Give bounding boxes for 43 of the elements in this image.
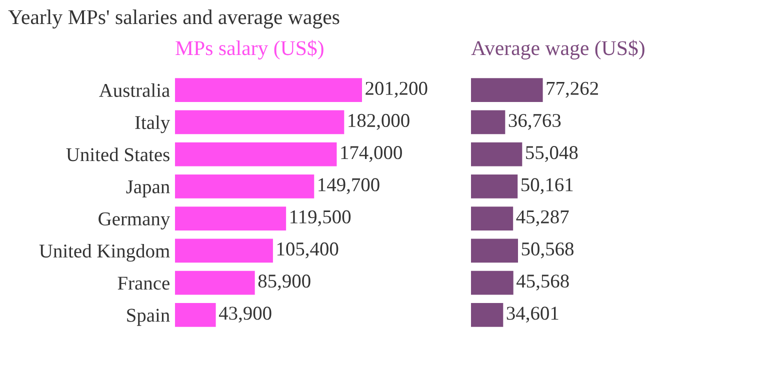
bar xyxy=(471,303,504,327)
y-tick-label: France xyxy=(118,276,170,290)
data-label: 50,568 xyxy=(522,242,574,258)
bar xyxy=(471,238,518,263)
data-label: 45,568 xyxy=(516,274,569,290)
bar xyxy=(175,303,216,327)
data-label: 149,700 xyxy=(318,178,380,194)
data-label: 50,161 xyxy=(522,178,573,194)
bar xyxy=(175,238,273,263)
bar xyxy=(175,270,255,295)
y-tick-label: Australia xyxy=(99,83,170,97)
y-tick-label: United Kingdom xyxy=(39,244,170,262)
bar xyxy=(175,110,344,134)
bar xyxy=(175,206,286,230)
bar xyxy=(175,142,337,166)
bar xyxy=(471,270,514,295)
chart-title: Yearly MPs' salaries and average wages xyxy=(8,10,340,28)
bar xyxy=(471,78,543,102)
bar xyxy=(471,174,518,198)
bar xyxy=(471,142,522,166)
data-label: 105,400 xyxy=(277,242,338,258)
y-tick-label: United States xyxy=(66,148,170,162)
data-label: 45,287 xyxy=(516,210,569,226)
data-label: 43,900 xyxy=(218,306,272,323)
y-tick-label: Italy xyxy=(135,115,170,134)
bar xyxy=(471,110,506,134)
y-tick-label: Germany xyxy=(98,212,170,230)
chart-subtitle: MPs salary (US$) xyxy=(176,40,324,60)
chart-subtitle: Average wage (US$) xyxy=(471,40,644,60)
data-label: 77,262 xyxy=(546,82,598,98)
bar xyxy=(471,206,514,230)
data-label: 119,500 xyxy=(290,210,351,226)
data-label: 55,048 xyxy=(526,146,578,162)
bar xyxy=(175,78,362,102)
bar xyxy=(175,174,314,198)
data-label: 201,200 xyxy=(366,82,428,98)
data-label: 85,900 xyxy=(258,274,310,290)
data-label: 182,000 xyxy=(348,114,410,130)
y-tick-label: Spain xyxy=(127,308,170,326)
data-label: 34,601 xyxy=(506,306,558,323)
data-label: 174,000 xyxy=(341,146,402,162)
y-tick-label: Japan xyxy=(126,180,170,198)
data-label: 36,763 xyxy=(508,114,561,130)
